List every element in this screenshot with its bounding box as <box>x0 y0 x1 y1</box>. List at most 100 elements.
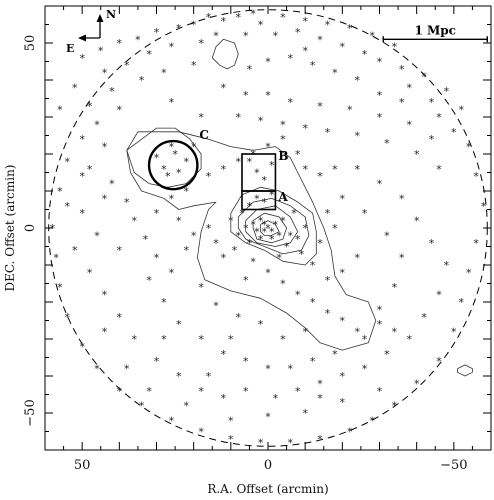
point-199: * <box>258 233 264 246</box>
point-1: * <box>250 7 256 20</box>
point-21: * <box>213 30 219 43</box>
point-93: * <box>377 111 383 124</box>
scale-bar <box>382 36 488 43</box>
point-161: * <box>183 244 189 257</box>
point-103: * <box>414 148 420 161</box>
point-34: * <box>399 63 405 76</box>
point-4: * <box>206 11 212 24</box>
point-47: * <box>109 85 115 98</box>
point-15: * <box>325 19 331 32</box>
point-130: * <box>362 363 368 376</box>
point-189: * <box>269 189 275 202</box>
point-98: * <box>280 118 286 131</box>
point-201: * <box>250 218 256 231</box>
point-234: * <box>317 237 323 250</box>
point-94: * <box>406 118 412 131</box>
point-210: * <box>291 207 297 220</box>
point-40: * <box>302 44 308 57</box>
point-125: * <box>243 385 249 398</box>
point-115: * <box>94 229 100 242</box>
point-57: * <box>473 170 479 183</box>
point-152: * <box>288 363 294 376</box>
point-258: * <box>102 192 108 205</box>
point-25: * <box>124 59 130 72</box>
point-143: * <box>340 192 346 205</box>
point-179: * <box>176 167 182 180</box>
point-70: * <box>258 437 264 450</box>
point-59: * <box>473 237 479 250</box>
contour-3 <box>237 197 310 255</box>
point-192: * <box>262 218 268 231</box>
contour-9 <box>457 364 473 377</box>
point-252: * <box>317 392 323 405</box>
point-9: * <box>117 37 123 50</box>
point-193: * <box>265 222 271 235</box>
scale-bar-label: 1 Mpc <box>414 23 456 37</box>
point-223: * <box>310 296 316 309</box>
point-148: * <box>377 303 383 316</box>
point-112: * <box>143 233 149 246</box>
point-207: * <box>236 229 242 242</box>
point-188: * <box>262 196 268 209</box>
y-tick-label: 50 <box>23 35 38 52</box>
point-114: * <box>117 244 123 257</box>
point-18: * <box>392 41 398 54</box>
point-184: * <box>262 174 268 187</box>
point-139: * <box>377 178 383 191</box>
point-166: * <box>183 185 189 198</box>
point-147: * <box>392 281 398 294</box>
point-243: * <box>392 326 398 339</box>
point-3: * <box>221 15 227 28</box>
point-180: * <box>154 152 160 165</box>
point-230: * <box>213 300 219 313</box>
point-240: * <box>228 333 234 346</box>
point-203: * <box>243 222 249 235</box>
x-tick-label: −50 <box>440 458 467 473</box>
point-217: * <box>250 255 256 268</box>
point-117: * <box>87 266 93 279</box>
point-257: * <box>65 200 71 213</box>
point-214: * <box>299 248 305 261</box>
point-224: * <box>325 307 331 320</box>
point-17: * <box>369 30 375 43</box>
point-26: * <box>102 67 108 80</box>
point-205: * <box>247 237 253 250</box>
point-71: * <box>228 433 234 446</box>
point-259: * <box>79 170 85 183</box>
point-85: * <box>94 118 100 131</box>
point-158: * <box>161 296 167 309</box>
point-128: * <box>317 377 323 390</box>
point-218: * <box>276 252 282 265</box>
point-173: * <box>295 148 301 161</box>
y-axis-label: DEC. Offset (arcmin) <box>3 165 17 292</box>
point-84: * <box>79 133 85 146</box>
point-33: * <box>377 56 383 69</box>
point-156: * <box>198 333 204 346</box>
point-30: * <box>317 33 323 46</box>
contour-2 <box>230 186 317 266</box>
point-145: * <box>384 229 390 242</box>
point-172: * <box>280 133 286 146</box>
point-19: * <box>273 30 279 43</box>
point-171: * <box>265 141 271 154</box>
point-13: * <box>280 11 286 24</box>
point-244: * <box>124 363 130 376</box>
point-195: * <box>262 226 268 239</box>
point-79: * <box>57 281 63 294</box>
point-225: * <box>340 315 346 328</box>
point-253: * <box>206 370 212 383</box>
point-113: * <box>154 252 160 265</box>
point-249: * <box>302 407 308 420</box>
point-64: * <box>414 377 420 390</box>
point-27: * <box>72 81 78 94</box>
point-235: * <box>332 222 338 235</box>
point-123: * <box>198 385 204 398</box>
compass-arrows <box>80 16 101 39</box>
point-198: * <box>276 229 282 242</box>
point-110: * <box>124 196 130 209</box>
point-176: * <box>172 148 178 161</box>
point-135: * <box>444 259 450 272</box>
point-66: * <box>369 414 375 427</box>
point-53: * <box>399 96 405 109</box>
contour-7 <box>126 127 202 188</box>
